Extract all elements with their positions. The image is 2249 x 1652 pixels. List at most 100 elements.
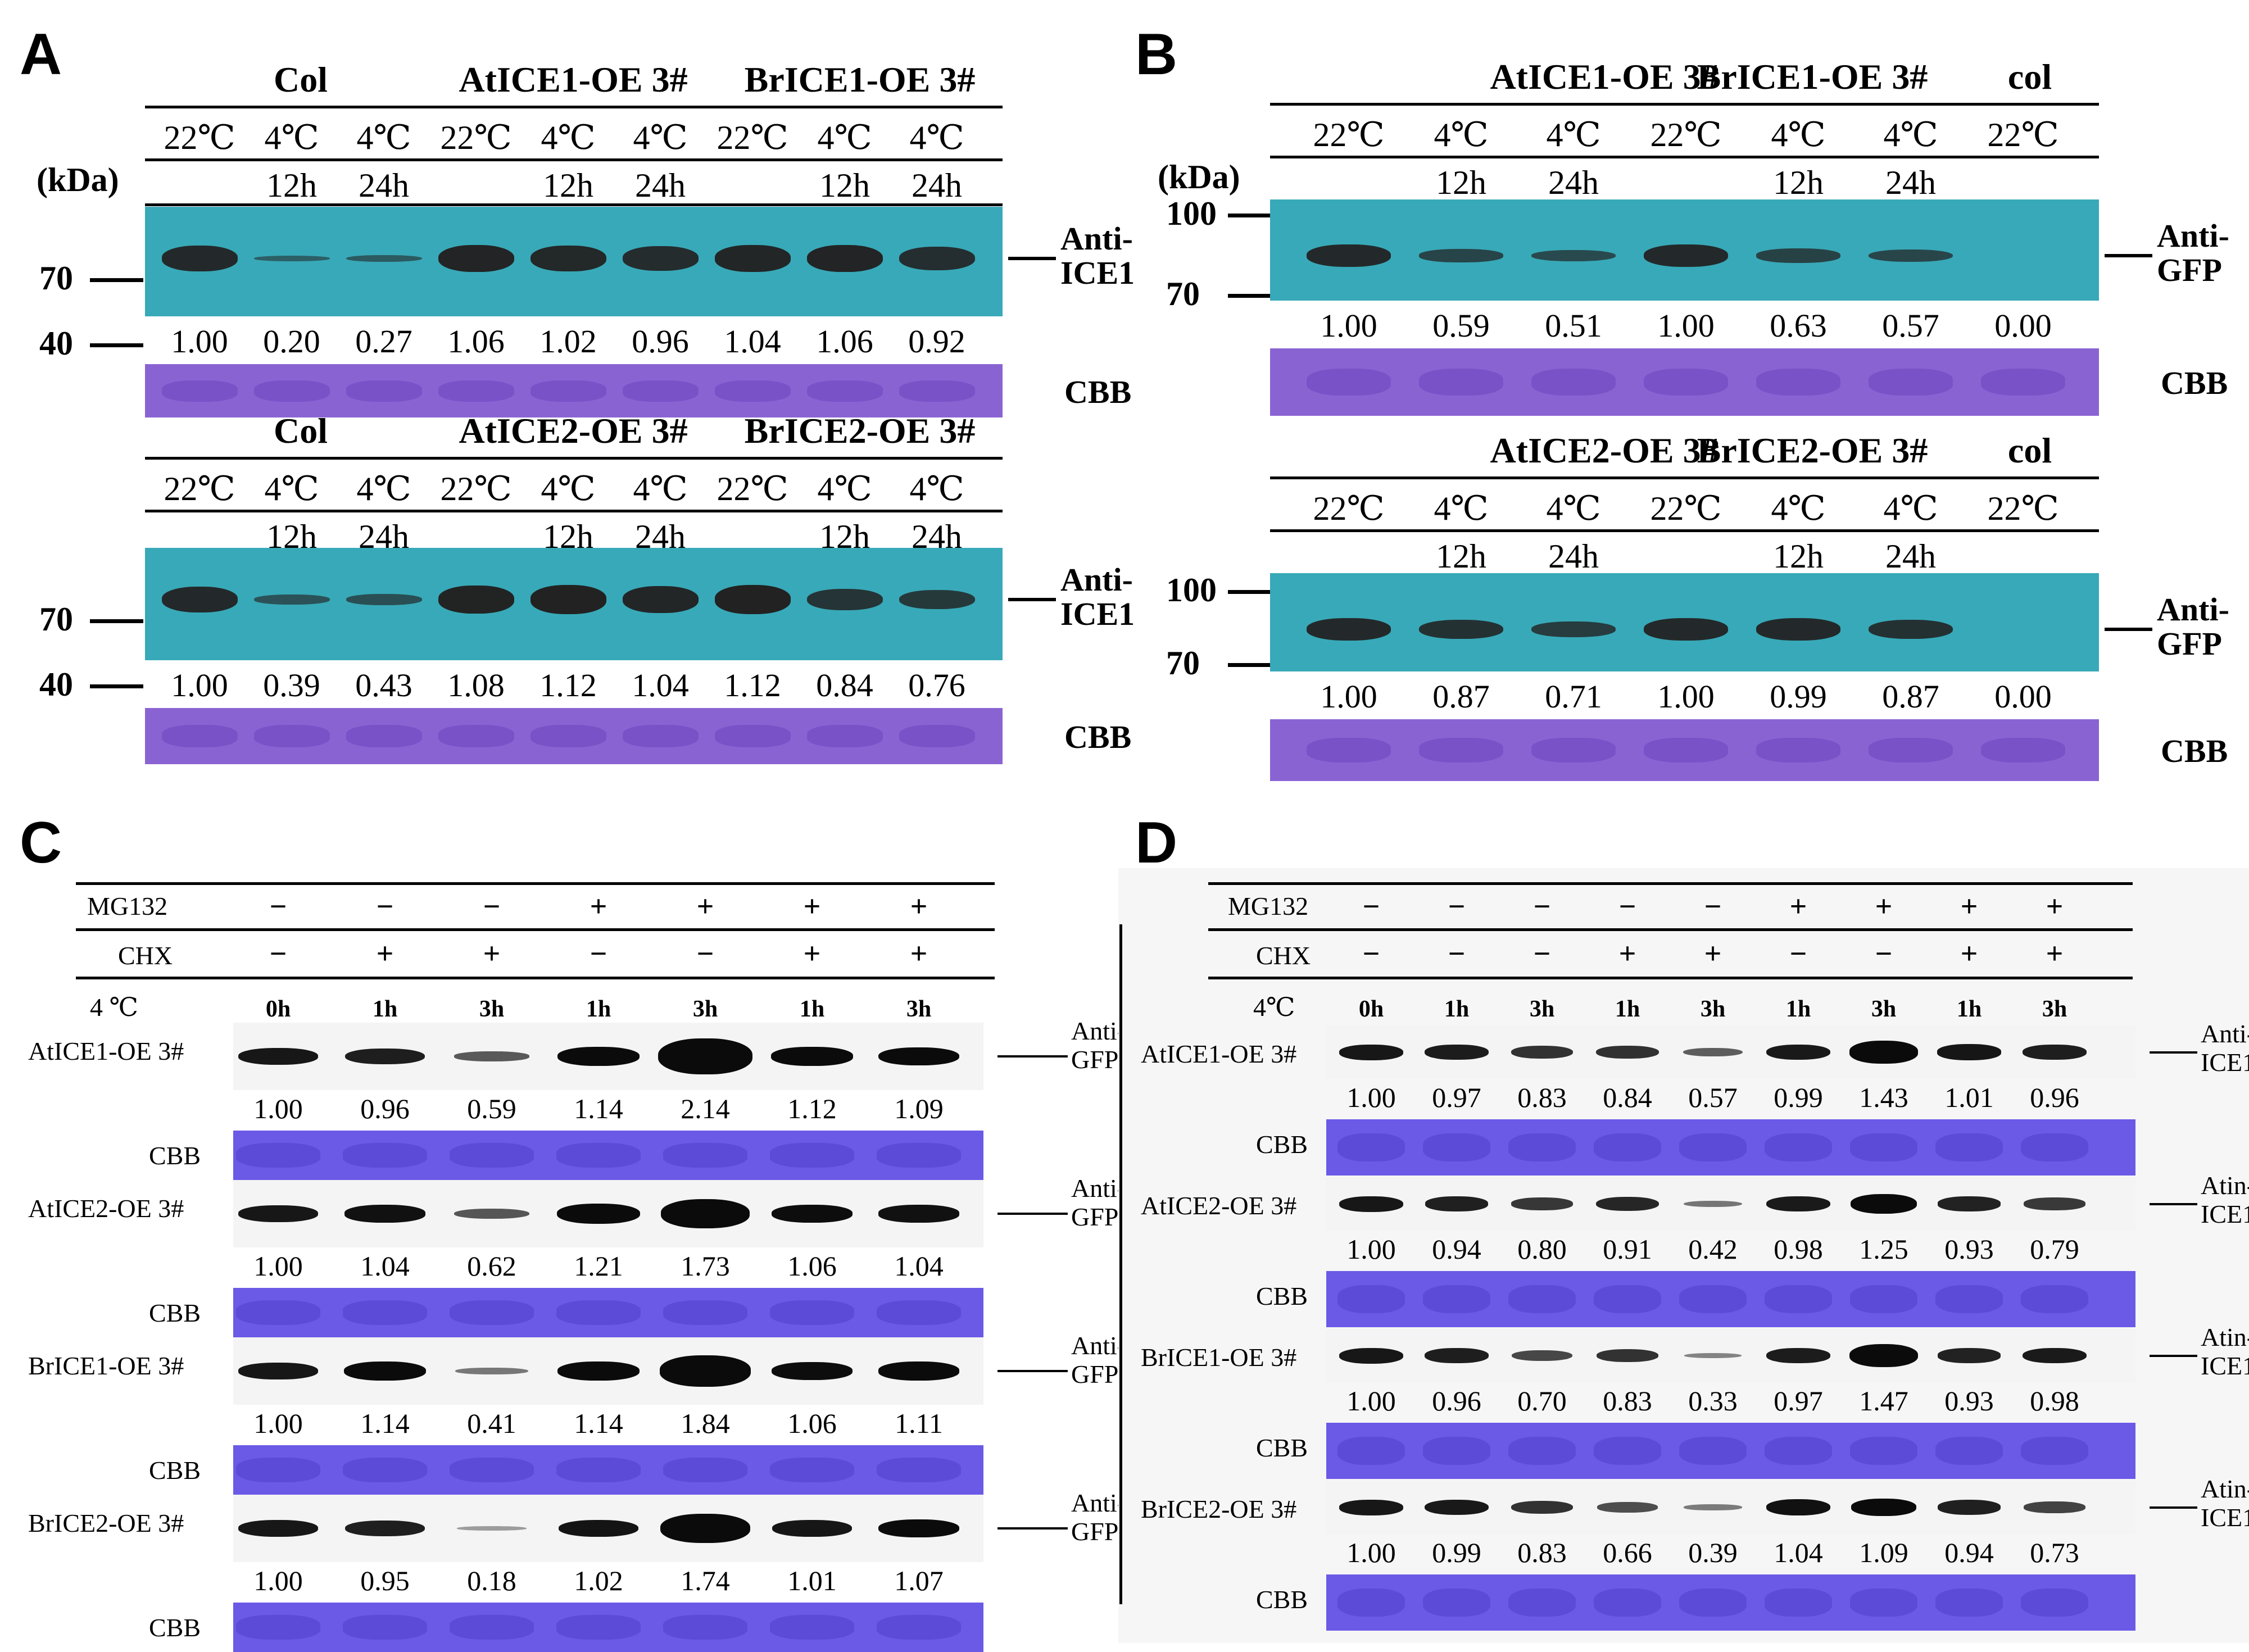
temperature-label: 22℃ <box>164 119 235 156</box>
mg132-sign: + <box>590 889 607 923</box>
quantification-value: 0.98 <box>1774 1233 1823 1265</box>
cbb-lane <box>1337 1285 1405 1313</box>
antibody-pointer <box>2150 1354 2197 1357</box>
quantification-value: 0.98 <box>2030 1385 2079 1417</box>
cbb-lane <box>253 725 330 747</box>
header-rule <box>145 510 1003 512</box>
quantification-value: 0.91 <box>1603 1233 1652 1265</box>
cbb-lane <box>1508 1285 1576 1313</box>
protein-band <box>1756 618 1840 641</box>
cbb-lane <box>770 1143 854 1168</box>
cbb-lane <box>343 1143 427 1168</box>
quantification-value: 0.33 <box>1688 1385 1738 1417</box>
quantification-value: 1.02 <box>539 323 597 360</box>
protein-band <box>454 1208 529 1219</box>
temperature-label: 4℃ <box>1771 116 1826 153</box>
quantification-value: 0.80 <box>1517 1233 1567 1265</box>
temperature-label: 4℃ <box>264 470 319 507</box>
line-label: AtICE2-OE 3# <box>28 1194 184 1223</box>
quantification-value: 0.94 <box>1944 1537 1994 1568</box>
cbb-lane <box>806 725 883 747</box>
cbb-lane <box>1869 369 1953 396</box>
quantification-value: 0.83 <box>1517 1537 1567 1568</box>
protein-band <box>1596 1349 1659 1363</box>
cbb-lane <box>1337 1133 1405 1161</box>
protein-band <box>660 1355 751 1387</box>
time-label: 12h <box>1773 538 1824 575</box>
cbb-lane <box>899 725 975 747</box>
cbb-lane <box>450 1143 534 1168</box>
cbb-lane <box>1307 369 1391 396</box>
chx-sign: − <box>1362 937 1380 970</box>
line-label: BrICE1-OE 3# <box>1141 1343 1297 1372</box>
quantification-value: 0.73 <box>2030 1537 2079 1568</box>
quantification-value: 0.87 <box>1882 678 1939 715</box>
cbb-lane <box>1756 369 1840 396</box>
protein-band <box>899 589 975 610</box>
protein-band <box>899 246 975 271</box>
temperature-label: 22℃ <box>1313 490 1385 527</box>
temperature-label: 22℃ <box>1987 116 2059 153</box>
cbb-lane <box>1850 1589 1917 1617</box>
mw-marker-tick <box>90 278 143 282</box>
quantification-value: 1.21 <box>574 1250 623 1282</box>
cbb-lane <box>714 380 791 402</box>
protein-band <box>2024 1501 2085 1513</box>
protein-band <box>346 594 422 605</box>
time-label: 24h <box>1885 164 1936 201</box>
quantification-value: 1.00 <box>1346 1233 1396 1265</box>
cbb-lane <box>1594 1589 1661 1617</box>
cbb-lane <box>450 1458 534 1482</box>
cbb-lane <box>530 380 606 402</box>
header-rule <box>145 203 1003 206</box>
group-label: col <box>2007 430 2052 470</box>
quantification-value: 2.14 <box>681 1093 730 1124</box>
protein-band <box>438 586 514 614</box>
quantification-value: 1.06 <box>816 323 873 360</box>
quantification-value: 1.01 <box>787 1565 837 1596</box>
cbb-lane <box>1765 1437 1832 1465</box>
mg132-label: MG132 <box>1228 892 1309 920</box>
protein-band <box>438 244 514 273</box>
chx-sign: + <box>1960 937 1978 970</box>
protein-band <box>238 1048 319 1065</box>
time-label: 24h <box>1548 164 1599 201</box>
header-rule <box>145 158 1003 161</box>
quantification-value: 1.01 <box>1944 1082 1994 1113</box>
protein-band <box>1937 1500 2001 1515</box>
quantification-value: 0.20 <box>263 323 320 360</box>
time-label: 1h <box>372 996 398 1022</box>
time-label: 12h <box>1773 164 1824 201</box>
group-label: col <box>2007 57 2052 97</box>
protein-band <box>454 1051 529 1061</box>
cbb-lane <box>1423 1437 1490 1465</box>
protein-band <box>2023 1197 2086 1210</box>
cbb-lane <box>343 1458 427 1482</box>
mg132-sign: + <box>803 889 821 923</box>
protein-band <box>1937 1044 2002 1060</box>
cbb-lane <box>622 725 699 747</box>
chx-sign: + <box>2046 937 2064 970</box>
quantification-value: 1.07 <box>894 1565 944 1596</box>
quantification-value: 0.41 <box>467 1408 516 1439</box>
group-label: AtICE2-OE 3# <box>459 411 688 451</box>
protein-band <box>878 1205 959 1223</box>
quantification-value: 0.95 <box>360 1565 410 1596</box>
mg132-sign: + <box>1875 889 1893 923</box>
protein-band <box>1684 1200 1742 1208</box>
quantification-value: 0.96 <box>1432 1385 1481 1417</box>
temperature-label: 4℃ <box>909 119 964 156</box>
antibody-pointer <box>997 1055 1068 1058</box>
treatment-rule <box>1208 977 2133 979</box>
quantification-value: 1.00 <box>1657 678 1715 715</box>
mw-marker-tick <box>90 343 143 347</box>
cbb-lane <box>622 380 699 402</box>
quantification-value: 0.39 <box>1688 1537 1738 1568</box>
protein-band <box>1937 1348 2001 1363</box>
cbb-label: CBB <box>1064 373 1132 410</box>
quantification-value: 1.12 <box>787 1093 837 1124</box>
antibody-label: Atin- ICE1 <box>2201 1171 2249 1228</box>
quantification-value: 0.43 <box>355 667 412 704</box>
time-label: 3h <box>2042 996 2067 1022</box>
temperature-label: 22℃ <box>164 470 235 507</box>
